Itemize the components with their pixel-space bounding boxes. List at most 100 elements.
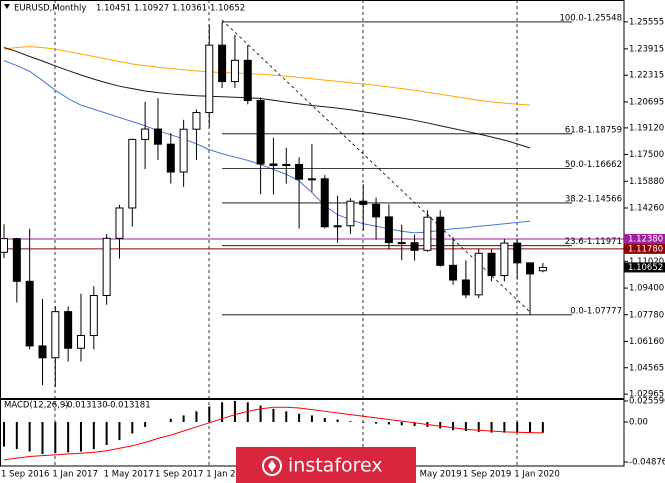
candle-body — [461, 279, 470, 296]
candle-body — [12, 238, 21, 282]
candle-body — [141, 128, 150, 140]
ohlc-open: 1.10451 — [96, 4, 131, 14]
chart-title: EURUSD,Monthly — [14, 4, 86, 14]
candle-body — [64, 311, 73, 349]
candle-body — [192, 112, 201, 130]
candle-body — [359, 200, 368, 205]
candle-body — [513, 242, 522, 264]
x-tick-label: 1 Sep 2017 — [155, 470, 203, 480]
watermark: instaforex — [236, 447, 416, 483]
watermark-text: instaforex — [288, 455, 383, 477]
candle-body — [76, 335, 85, 349]
y-tick-label: 1.06160 — [629, 337, 664, 347]
macd-title: MACD(12,26,9) — [4, 401, 69, 411]
watermark-logo — [262, 456, 282, 476]
y-tick-label: 1.14260 — [629, 203, 664, 213]
level-box — [624, 233, 665, 244]
ohlc-high: 1.10927 — [134, 4, 169, 14]
x-tick-label: 1 Sep 2016 — [1, 470, 49, 480]
candle-body — [179, 128, 188, 173]
candle-body — [449, 264, 458, 281]
y-tick-label: 1.25555 — [629, 17, 664, 27]
y-tick-label: 1.15880 — [629, 177, 664, 187]
candle-body — [230, 59, 239, 83]
candle-body — [500, 242, 509, 277]
x-tick-label: 1 May 2019 — [412, 470, 462, 480]
fib-label: 61.8-1.18759 — [565, 125, 622, 135]
candle-body — [25, 280, 34, 347]
candle-body — [384, 216, 393, 244]
y-tick-label: 1.02965 — [629, 390, 664, 400]
y-tick-label: -0.048763 — [629, 458, 665, 468]
candle-body — [89, 294, 98, 337]
last-price-box — [624, 262, 665, 273]
fib-label: 38.2-1.14566 — [565, 194, 622, 204]
fib-label: 23.6-1.11971 — [565, 237, 622, 247]
candle-body — [295, 163, 304, 180]
symbol-icon — [4, 4, 10, 9]
candle-body — [307, 178, 316, 181]
ohlc-close: 1.10652 — [210, 4, 245, 14]
y-tick-label: 1.07780 — [629, 310, 664, 320]
fib-label: 100.0-1.25548 — [559, 13, 622, 23]
candle-body — [410, 242, 419, 251]
ohlc-low: 1.10361 — [172, 4, 207, 14]
y-tick-label: 0.00 — [629, 417, 648, 427]
candle-body — [397, 242, 406, 245]
plot-layer: 100.0-1.25548 61.8-1.18759 50.0-1.16662 38.… — [0, 13, 624, 461]
fib-label: 0.0-1.07777 — [570, 306, 622, 316]
candle-body — [205, 44, 214, 114]
candle-body — [243, 59, 252, 102]
candle-body — [38, 345, 47, 359]
y-tick-label: 1.04565 — [629, 363, 664, 373]
x-tick-label: 1 Jan 2020 — [514, 470, 560, 480]
trend-line — [221, 19, 531, 313]
watermark-box — [236, 447, 416, 483]
candle-body — [333, 225, 342, 228]
main-panel-border — [0, 0, 625, 399]
candle-body — [51, 311, 60, 359]
moving-average — [3, 46, 531, 149]
level-label: 1.12380 — [628, 234, 663, 244]
candle-body — [372, 203, 381, 218]
x-tick-label: 1 Sep 2019 — [463, 470, 511, 480]
y-tick-label: 1.19120 — [629, 123, 664, 133]
signal-value: -0.013181 — [107, 401, 151, 411]
candle-body — [538, 266, 547, 272]
candle-body — [218, 44, 227, 83]
candle-body — [166, 143, 175, 173]
x-tick-label: 1 Jan 2018 — [206, 470, 252, 480]
last-price-label: 1.10652 — [628, 263, 663, 273]
y-tick-label: 1.20695 — [629, 97, 664, 107]
candle-body — [487, 252, 496, 277]
moving-average — [3, 46, 531, 106]
level-label: 1.11780 — [628, 244, 663, 254]
candle-body — [115, 207, 124, 239]
candle-body — [282, 163, 291, 166]
fib-label: 50.0-1.16662 — [565, 160, 622, 170]
level-box — [624, 243, 665, 254]
candle-body — [436, 216, 445, 266]
candle-body — [128, 138, 137, 209]
candle-body — [320, 178, 329, 228]
y-tick-label: 1.11020 — [629, 257, 664, 267]
signal-line — [3, 406, 543, 461]
candle-body — [153, 128, 162, 145]
candle-body — [0, 238, 8, 253]
watermark-logo-mark — [268, 460, 276, 472]
y-tick-label: 1.22315 — [629, 71, 664, 81]
y-tick-label: 1.17500 — [629, 150, 664, 160]
y-tick-label: 1.23915 — [629, 44, 664, 54]
candle-body — [102, 237, 111, 296]
candle-body — [256, 100, 265, 165]
candle-body — [526, 262, 535, 275]
candle-body — [423, 216, 432, 251]
candle-body — [269, 163, 278, 166]
x-tick-label: 1 Jan 2017 — [52, 470, 98, 480]
macd-value: -0.013130 — [64, 401, 108, 411]
candle-body — [346, 200, 355, 227]
candle-body — [474, 252, 483, 296]
